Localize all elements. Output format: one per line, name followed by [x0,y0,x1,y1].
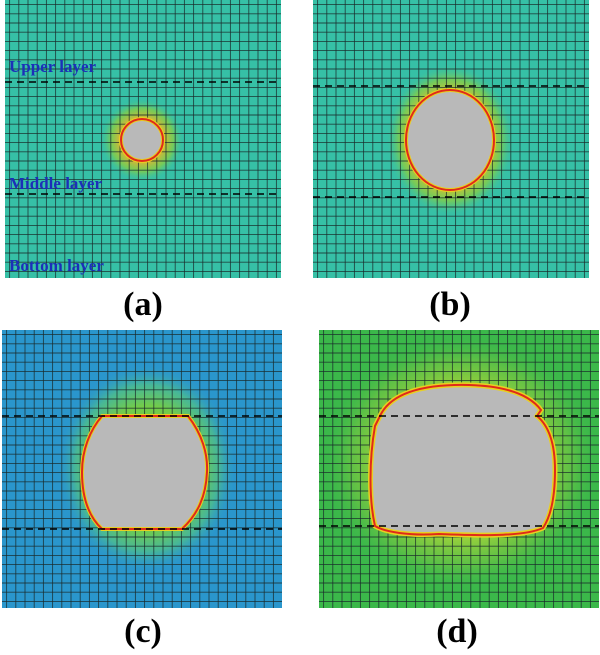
label-upper-layer: Upper layer [9,57,97,76]
caption-b: (b) [429,286,471,323]
mesh-grid [2,330,282,608]
caption-c: (c) [124,613,162,650]
caption-d: (d) [436,613,478,650]
damage-boundary [405,89,495,191]
mesh-grid [5,0,281,278]
damage-boundary [120,118,164,162]
panel-d [319,330,599,608]
caption-a: (a) [123,286,163,323]
label-middle-layer: Middle layer [9,174,103,193]
panel-b [313,0,589,278]
mesh-panel-b [313,0,589,278]
panel-a: Upper layer Middle layer Bottom layer [5,0,281,278]
damaged-region [368,382,558,538]
mesh-panel-d [319,330,599,608]
mesh-panel-a [5,0,281,278]
label-bottom-layer: Bottom layer [9,256,104,275]
damage-boundary [369,383,557,537]
panel-c [2,330,282,608]
damaged-region [79,414,210,531]
mesh-panel-c [2,330,282,608]
